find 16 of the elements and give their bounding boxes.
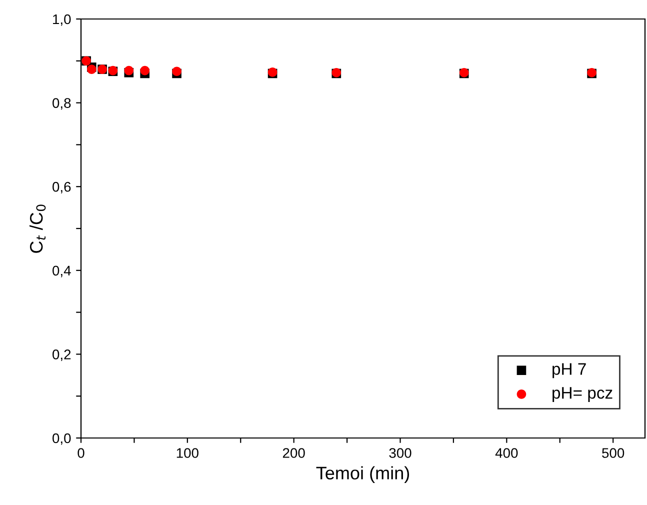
x-tick-label: 200 (282, 448, 305, 458)
legend-label: pH= pcz (552, 387, 612, 402)
y-tick-label: 0,8 (52, 98, 71, 110)
x-tick-label: 300 (389, 448, 412, 458)
y-tick-label: 0,2 (52, 350, 71, 362)
x-tick-label: 100 (176, 448, 198, 458)
x-tick-label: 0 (78, 448, 84, 458)
legend-label: pH 7 (552, 363, 586, 378)
x-tick-label: 500 (602, 448, 624, 458)
y-axis-title: C$_{t}$ /C$_{0}$ (29, 204, 46, 253)
y-tick-label: 0,0 (52, 433, 71, 445)
x-tick-label: 400 (495, 448, 518, 458)
x-axis-title: Temoi (min) (316, 466, 410, 484)
y-tick-label: 0,4 (52, 266, 71, 278)
y-tick-label: 0,6 (52, 182, 71, 194)
y-tick-label: 1,0 (53, 14, 71, 26)
